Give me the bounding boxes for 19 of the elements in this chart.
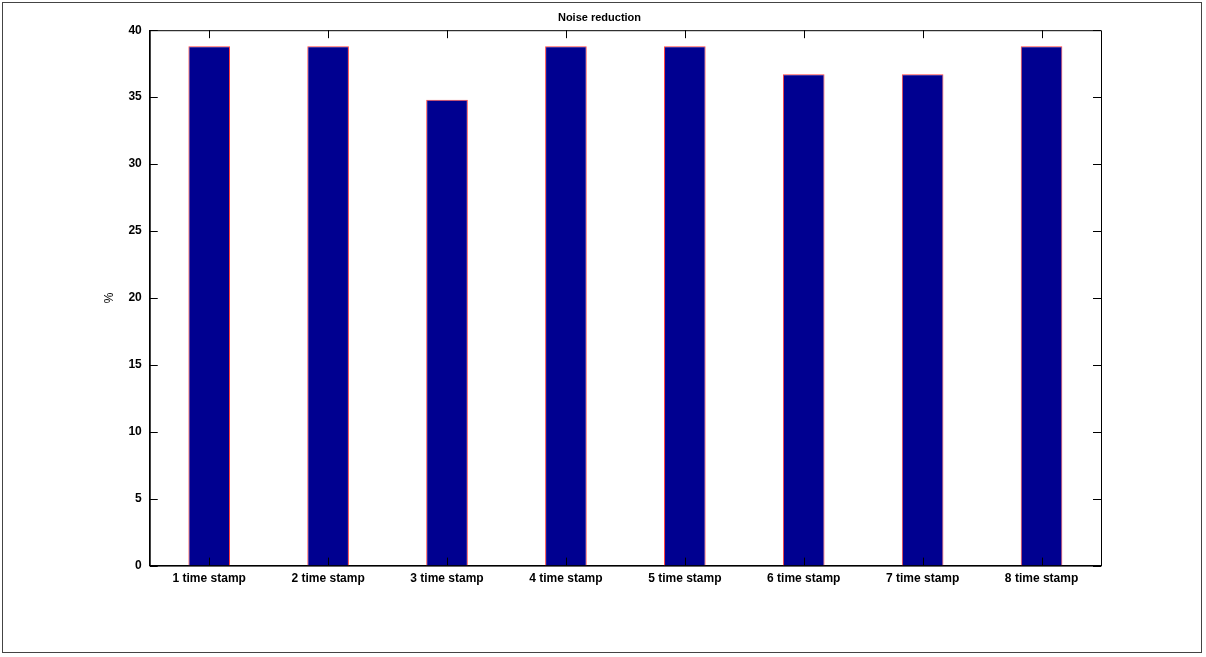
x-tick-label: 8 time stamp — [1004, 571, 1079, 586]
y-tick-label: 30 — [128, 156, 143, 171]
x-tick-label: 2 time stamp — [291, 571, 365, 586]
x-tick-label: 3 time stamp — [410, 571, 484, 586]
y-tick-label: 15 — [128, 357, 143, 372]
x-tick-label: 6 time stamp — [767, 571, 841, 586]
y-tick-label: 25 — [128, 223, 143, 238]
y-tick-label: 5 — [135, 490, 143, 505]
y-tick-label: 10 — [128, 424, 143, 439]
x-tick-label: 1 time stamp — [172, 571, 246, 586]
x-tick-label: 4 time stamp — [529, 571, 603, 586]
y-tick-label: 20 — [128, 290, 143, 305]
y-axis-title: % — [101, 292, 116, 304]
y-tick-label: 35 — [128, 89, 143, 104]
y-tick-label: 0 — [135, 557, 143, 572]
chart-title: Noise reduction — [557, 10, 642, 23]
y-tick-label: 40 — [128, 22, 143, 37]
x-tick-label: 5 time stamp — [648, 571, 722, 586]
x-tick-label: 7 time stamp — [885, 571, 960, 586]
